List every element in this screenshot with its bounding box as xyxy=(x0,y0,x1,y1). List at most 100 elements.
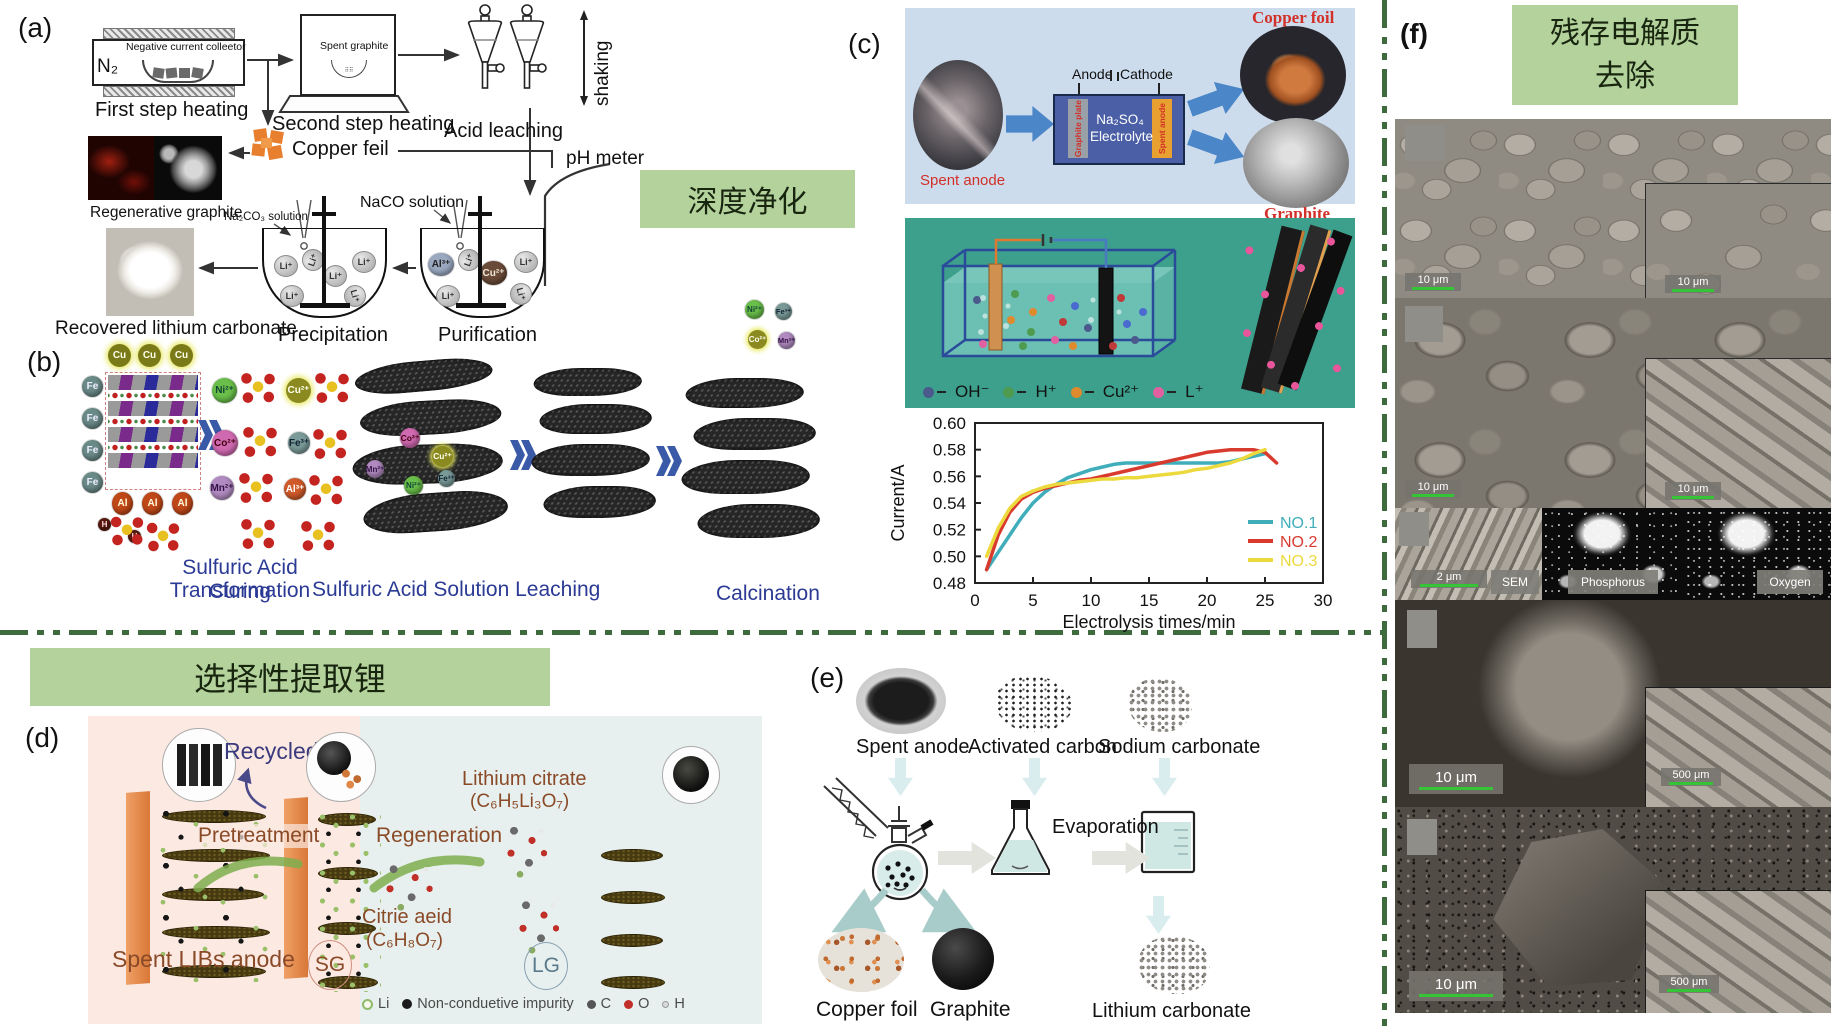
copper-squares-icon xyxy=(251,128,288,167)
legend-label: Non-conduetive impurity xyxy=(417,996,574,1012)
redacted-marker xyxy=(1405,125,1445,161)
graphite-plate-bar-label: Graphite plate xyxy=(1073,99,1083,158)
li-dot xyxy=(1153,386,1165,398)
cu-dot xyxy=(1070,386,1082,398)
sg-badge: SG xyxy=(308,940,352,990)
lg-badge-label: LG xyxy=(531,954,560,977)
cathode-label: Cathode xyxy=(1120,66,1173,82)
stirrer-clamp xyxy=(468,212,492,216)
recovered-lithium-carbonate-label: Recovered lithium carbonate xyxy=(55,318,297,339)
electrolyte-label: Na₂SO₄ Electrolyte xyxy=(1090,112,1154,146)
step2-label: Sulfuric Acid Solution Leaching xyxy=(312,578,601,601)
scale-label: 500 μm xyxy=(1672,769,1710,781)
recycled-arrow xyxy=(237,767,267,810)
graphite-layer xyxy=(318,813,376,826)
separating-funnels xyxy=(467,4,547,89)
lead-line xyxy=(1158,83,1160,95)
graphite-label-e: Graphite xyxy=(930,998,1011,1021)
svg-text:0.50: 0.50 xyxy=(933,547,966,566)
ion: Li⁺ xyxy=(280,285,304,307)
scale-line xyxy=(1412,287,1454,290)
naco-solution-label: NaCO solution xyxy=(360,194,465,211)
lithium-citrate-label: Lithium citrate xyxy=(462,768,587,790)
precipitation-label: Precipitation xyxy=(278,324,389,346)
electrolysis-chart: 0 5 10 15 20 25 30 0.48 0.50 0.52 0.54 0.56 0.58 0.60… xyxy=(888,414,1332,632)
lattice-dots xyxy=(108,416,198,427)
scale-bar: 10 μm xyxy=(1405,273,1461,291)
second-step-heating-label: Second step heating xyxy=(272,113,455,135)
spent-anode-label-e: Spent anode xyxy=(856,736,970,758)
sodium-carbonate-photo xyxy=(1128,678,1192,732)
sem-row5: 10 μm 500 μm xyxy=(1395,807,1831,1013)
legend-item: H xyxy=(662,996,685,1012)
ion: Li⁺ xyxy=(324,265,347,287)
ion-ball: Co²⁺ xyxy=(212,430,238,456)
selective-lithium-banner: 选择性提取锂 xyxy=(30,648,550,706)
al-ball: Al xyxy=(112,492,133,515)
sem-stack: 10 μm 10 μm 10 μm 10 μm 2 μm SEM Phospho… xyxy=(1395,119,1831,1013)
residual-banner-line2: 去除 xyxy=(1595,59,1655,94)
panel-e-label: (e) xyxy=(810,662,845,693)
ion: Li⁺ xyxy=(436,285,460,307)
step3-label: Calcination xyxy=(716,582,820,605)
citric-acid-formula: (C₆H₈O₇) xyxy=(366,930,443,951)
scale-bar: 10 μm xyxy=(1409,971,1503,1001)
scale-line xyxy=(1672,496,1714,499)
shaking-arrow xyxy=(580,10,588,106)
phosphorus-tag: Phosphorus xyxy=(1568,570,1658,594)
lattice-dots xyxy=(108,442,198,453)
graphite-layer xyxy=(601,891,665,905)
regenerative-graphite-photo-red xyxy=(88,136,154,200)
legend-label: L⁺ xyxy=(1185,382,1204,401)
ion-legend: OH⁻ H⁺ Cu²⁺ L⁺ xyxy=(923,382,1204,402)
deep-purification-text: 深度净化 xyxy=(687,185,808,220)
legend-item: O xyxy=(624,996,649,1012)
scale-line xyxy=(1668,782,1714,785)
al-ball: Al xyxy=(172,492,193,515)
svg-text:Current/A: Current/A xyxy=(888,464,908,541)
ion-ball: Ni²⁺ xyxy=(212,378,237,403)
legend-label: H xyxy=(674,996,685,1012)
regenerative-graphite-label: Regenerative graphite xyxy=(90,204,243,221)
svg-text:NO.3: NO.3 xyxy=(1280,553,1317,570)
scale-label: 10 μm xyxy=(1417,481,1449,493)
redacted-marker xyxy=(1399,512,1429,546)
redacted-marker xyxy=(1407,610,1437,648)
stirrer-rod xyxy=(478,196,482,306)
crystal-lattice xyxy=(105,372,201,490)
stirrer-clamp xyxy=(312,212,336,216)
lg-graphite-stack xyxy=(598,846,670,992)
stirrer-bar xyxy=(300,303,350,308)
scale-line xyxy=(1419,786,1493,790)
magnifier-electrodes xyxy=(162,728,236,802)
scale-bar: 10 μm xyxy=(1405,480,1461,498)
furnace-hatch-bottom xyxy=(103,86,235,97)
furnace-hatch-top xyxy=(103,28,235,39)
legend-label: H⁺ xyxy=(1035,382,1057,401)
ion: Li⁺ xyxy=(514,251,538,273)
electrolysis-cell: Graphite plate Spent anode Na₂SO₄ Electr… xyxy=(1053,94,1185,165)
legend-label: O xyxy=(638,996,650,1012)
electrolyte-line2: Electrolyte xyxy=(1090,128,1154,144)
h-dot xyxy=(662,1000,670,1008)
sodium-carbonate-label: Sodium carbonate xyxy=(1098,736,1261,758)
scale-label: 2 μm xyxy=(1436,571,1462,583)
svg-text:25: 25 xyxy=(1256,591,1275,610)
redacted-marker xyxy=(1405,306,1443,342)
graphene-sheet xyxy=(672,460,820,494)
graphite-layer xyxy=(601,933,663,947)
sem-row2: 10 μm 10 μm xyxy=(1395,298,1831,508)
sheet-ion: Mn²⁺ xyxy=(366,460,384,478)
panel-d-label: (d) xyxy=(25,722,60,753)
c-dot xyxy=(586,999,596,1009)
sem-tag-label: SEM xyxy=(1501,575,1528,589)
scale-bar: 10 μm xyxy=(1665,275,1721,293)
first-step-heating-label: First step heating xyxy=(95,99,249,121)
spent-anode-bar: Spent anode xyxy=(1152,99,1172,158)
legend-dash xyxy=(937,391,946,393)
sulfate-cluster xyxy=(308,474,344,506)
electrode-strip xyxy=(212,744,222,786)
ion: Cu²⁺ xyxy=(480,261,507,285)
citric-acid-molecule xyxy=(372,858,444,914)
